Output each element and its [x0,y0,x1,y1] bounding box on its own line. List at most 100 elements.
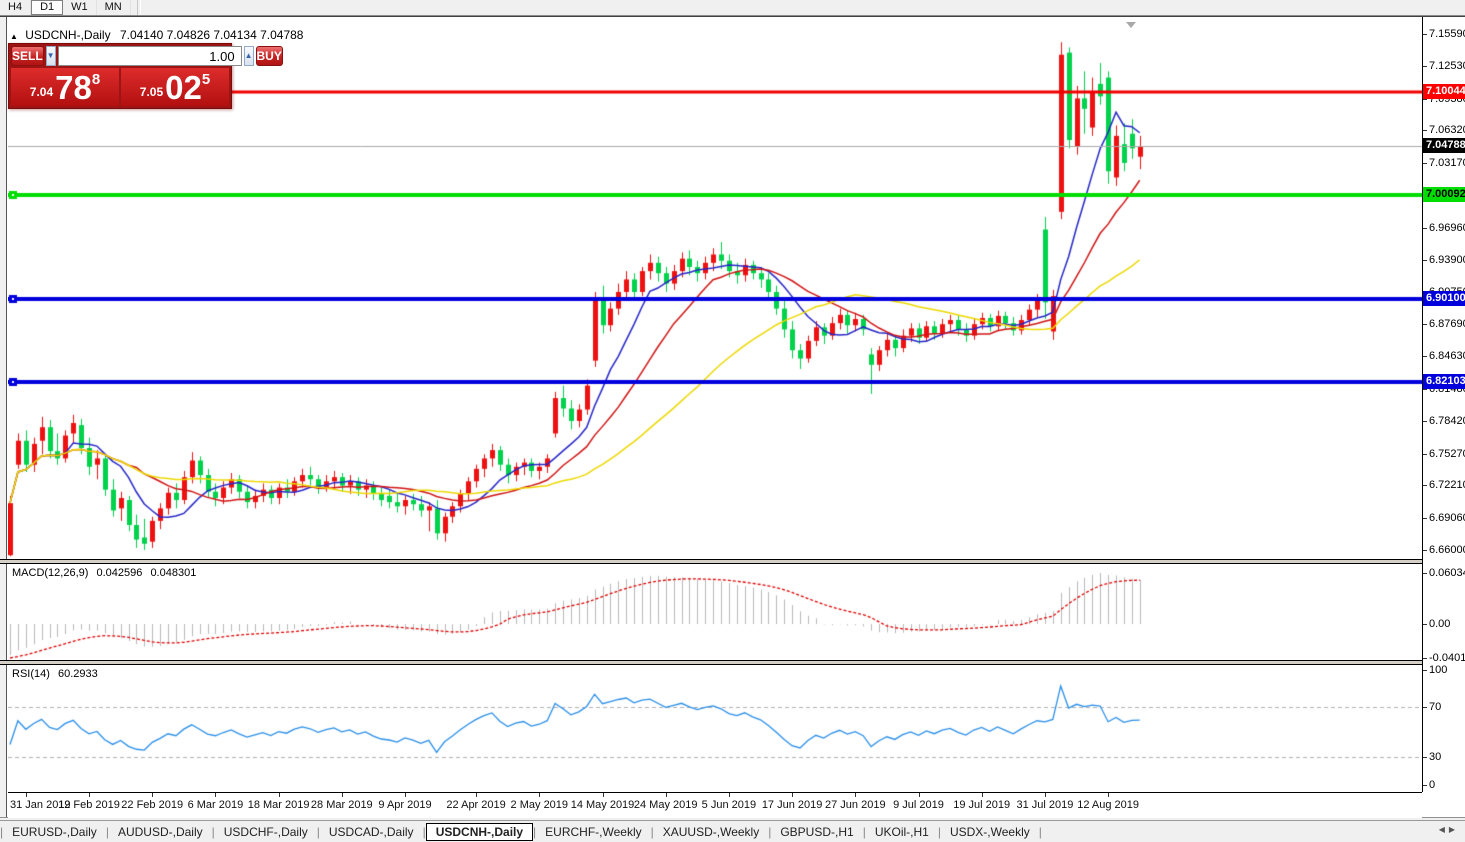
macd-axis-label-0-060343: 0.060343 [1429,567,1465,579]
time-axis-tick [89,793,90,797]
time-axis-label-27-jun-2019: 27 Jun 2019 [825,799,886,811]
price-axis-label-6.87690: 6.87690 [1429,318,1465,331]
toolbar-separator [136,0,141,15]
price-tag-7.04788: 7.04788 [1423,138,1465,154]
time-axis-tick [476,793,478,797]
time-axis-tick [25,793,27,797]
rsi-axis-label-70: 70 [1429,701,1442,713]
rsi-name: RSI(14) [12,668,50,680]
price-axis-label-6.78420: 6.78420 [1429,414,1465,427]
collapse-chart-icon[interactable]: ▲ [10,32,18,41]
time-axis-tick [152,793,154,797]
price-axis-label-7.03170: 7.03170 [1429,157,1465,170]
timeframe-button-h4[interactable]: H4 [0,0,32,15]
price-tag-6.82103: 6.82103 [1423,374,1465,390]
macd-axis-label-0-060343-tick [1423,573,1427,574]
ask-price-prefix: 7.05 [139,85,164,99]
price-axis-label-7.12530-tick [1423,65,1427,67]
tab-separator: | [1038,824,1042,839]
timeframe-button-mn[interactable]: MN [97,0,131,15]
time-axis-label-14-may-2019: 14 May 2019 [570,799,635,811]
macd-name: MACD(12,26,9) [12,567,89,579]
buy-button[interactable]: BUY [255,46,283,66]
macd-axis-label-0-040136: -0.040136 [1429,652,1465,664]
macd-value-main: 0.042596 [96,567,143,579]
chart-tab-eurusd-daily[interactable]: EURUSD-,Daily [12,824,97,839]
price-axis-label-6.66000-tick [1423,550,1427,551]
chart-tab-usdx-weekly[interactable]: USDX-,Weekly [949,824,1030,839]
panel-splitter-macd[interactable] [0,559,1465,564]
chart-title: ▲ USDCNH-,Daily 7.04140 7.04826 7.04134 … [10,28,303,42]
time-axis-label-19-jul-2019: 19 Jul 2019 [953,799,1011,811]
tab-scroll-right-icon[interactable]: ▶ [1448,825,1459,834]
tab-separator: | [422,824,426,839]
tab-separator: | [0,824,4,839]
time-axis-tick [728,793,730,797]
time-axis[interactable]: 31 Jan 2019 12 Feb 2019 22 Feb 2019 6 Mar 2… [8,792,1422,818]
timeframe-button-d1[interactable]: D1 [31,0,64,15]
bid-price-panel[interactable]: 7.04 78 8 [11,68,119,106]
chart-tab-usdcad-daily[interactable]: USDCAD-,Daily [328,824,414,839]
time-axis-label-9-jul-2019: 9 Jul 2019 [893,799,944,811]
price-tag-7.00092: 7.00092 [1423,187,1465,203]
rsi-axis-label-30-tick [1423,757,1427,758]
price-axis-label-7.15590-tick [1423,34,1427,35]
chart-tabs-bar: | EURUSD-,Daily | AUDUSD-,Daily | USDCHF-,Dai… [0,820,1465,842]
time-axis-label-31-jan-2019: 31 Jan 2019 [10,799,71,811]
time-axis-label-22-apr-2019: 22 Apr 2019 [446,799,506,811]
price-axis-label-6.84630: 6.84630 [1429,350,1465,363]
price-axis-label-6.78420-tick [1423,420,1427,422]
ask-price-pip: 5 [201,71,211,88]
chart-ohlc-values: 7.04140 7.04826 7.04134 7.04788 [119,28,304,42]
time-axis-tick [1108,793,1110,797]
tab-separator: | [937,824,941,839]
chart-tab-audusd-daily[interactable]: AUDUSD-,Daily [117,824,203,839]
tab-separator: | [862,824,866,839]
volume-input[interactable] [57,46,242,66]
price-axis-label-6.87690-tick [1423,324,1427,326]
chart-tab-eurchf-weekly[interactable]: EURCHF-,Weekly [545,824,642,839]
axis-border-line [1422,17,1423,792]
chart-tab-usdchf-daily[interactable]: USDCHF-,Daily [223,824,308,839]
time-axis-label-9-apr-2019: 9 Apr 2019 [378,799,432,811]
time-axis-label-28-mar-2019: 28 Mar 2019 [310,799,373,811]
window-left-border [0,17,7,821]
macd-axis-label-0-040136-tick [1423,658,1427,659]
tab-scroll-left-icon[interactable]: ◀ [1438,825,1449,834]
chart-tab-ukoil-h1[interactable]: UKOil-,H1 [874,824,929,839]
chart-tab-xauusd-weekly[interactable]: XAUUSD-,Weekly [662,824,760,839]
ask-price-panel[interactable]: 7.05 02 5 [121,68,229,106]
chart-symbol-period: USDCNH-,Daily [25,28,111,42]
rsi-indicator-canvas[interactable] [8,665,1422,792]
price-chart-canvas[interactable] [8,18,1422,560]
time-axis-label-24-may-2019: 24 May 2019 [633,799,698,811]
macd-label: MACD(12,26,9) 0.042596 0.048301 [12,567,196,579]
sell-button[interactable]: SELL [11,46,44,66]
rsi-axis-label-0: 0 [1429,779,1436,791]
chart-shift-marker-icon[interactable] [1126,22,1136,28]
price-axis-label-6.93900-tick [1423,259,1427,261]
macd-indicator-canvas[interactable] [8,564,1422,660]
tab-separator: | [316,824,320,839]
time-axis-label-12-aug-2019: 12 Aug 2019 [1077,799,1139,811]
macd-axis-label-0-00: 0.00 [1429,618,1451,631]
ask-price-big: 02 [165,69,202,106]
volume-increase-button[interactable]: ▲ [243,46,254,66]
panel-splitter-rsi[interactable] [0,660,1465,665]
time-axis-tick [918,793,920,797]
price-axis-label-6.72210-tick [1423,485,1427,487]
rsi-axis-label-100-tick [1423,669,1427,671]
price-axis-label-6.69060-tick [1423,518,1427,520]
timeframe-button-w1[interactable]: W1 [63,0,97,15]
rsi-axis-label-70-tick [1423,707,1427,708]
time-axis-tick [539,793,541,797]
time-axis-label-6-mar-2019: 6 Mar 2019 [187,799,244,811]
chart-tab-usdcnh-daily[interactable]: USDCNH-,Daily [425,822,534,841]
chart-tab-gbpusd-h1[interactable]: GBPUSD-,H1 [780,824,854,839]
price-axis[interactable]: 7.155907.125307.093807.063207.031706.969… [1423,17,1465,817]
volume-decrease-button[interactable]: ▼ [45,46,56,66]
price-axis-label-6.96960: 6.96960 [1429,221,1465,234]
time-axis-tick [602,793,604,797]
time-axis-tick [278,793,280,797]
bid-price-pip: 8 [91,71,101,88]
